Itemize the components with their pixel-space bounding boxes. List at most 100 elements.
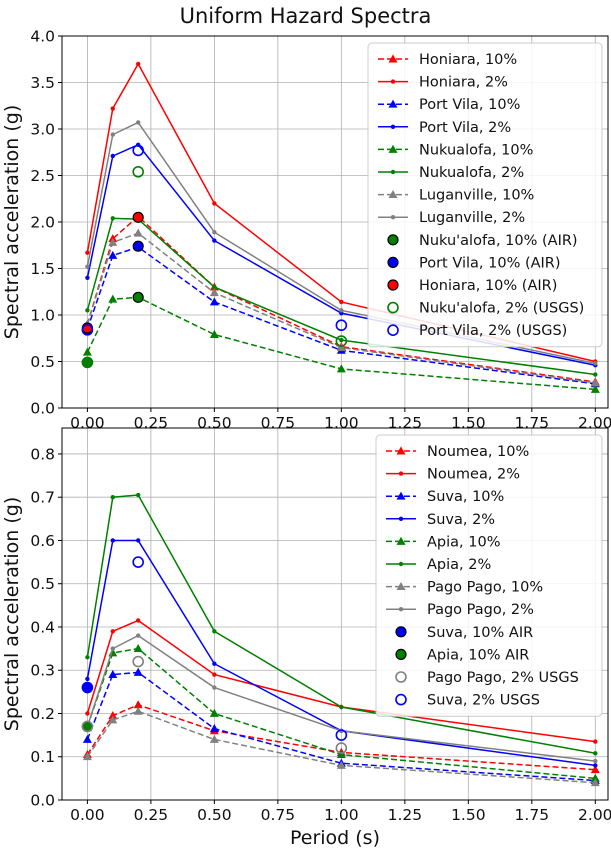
legend-label: Honiara, 2% [419,75,508,91]
series-point [85,250,90,255]
series-point [339,337,344,343]
x-tick-label: 0.75 [261,806,296,824]
legend-label: Nuku'alofa, 10% (AIR) [419,233,578,249]
series-point [108,715,118,724]
legend-key-marker [390,169,396,175]
series-point [336,760,346,769]
legend-key-marker [396,536,406,545]
series-line [86,634,596,762]
series-point [133,667,143,676]
y-tick-label: 1.5 [30,260,55,278]
series-point [590,384,600,393]
series-point [108,237,118,246]
series-line [86,232,596,384]
series-point [336,342,346,351]
series-point [593,739,598,744]
legend-key [395,693,407,706]
y-tick-label: 0.5 [30,353,55,371]
series-point [82,752,92,761]
y-tick-label: 2.0 [30,214,55,232]
series-point [339,299,344,305]
reference-point [132,211,144,223]
legend-label: Luganville, 2% [419,210,525,226]
x-tick-label: 0.50 [197,806,232,824]
axes-frame [61,35,609,409]
y-tick-label: 0.4 [30,618,55,636]
legend-key-marker [388,189,398,199]
reference-point [81,324,94,336]
series-point [209,708,219,717]
legend-key-marker [388,99,398,108]
series-point [133,706,143,715]
series-line [86,671,596,782]
series-line [86,710,596,784]
legend-label: Nukualofa, 2% [419,165,524,181]
legend-label: Apia, 10% AIR [427,647,529,663]
series-point [590,378,600,387]
series-point [110,132,115,137]
series-point [135,492,141,498]
series-point [135,538,141,543]
series-point [212,685,217,690]
legend: Honiara, 10% Honiara, 2% Port Vila, 10% Por… [367,42,603,348]
series-point [135,61,141,67]
legend-label: Port Vila, 2% (USGS) [419,323,567,339]
legend-label: Suva, 10% AIR [427,625,533,641]
legend-label: Honiara, 10% (AIR) [419,278,557,294]
y-tick-label: 0.7 [30,489,55,507]
series-point [110,106,115,111]
y-tick-label: 0.1 [30,748,55,766]
series-point [590,778,600,787]
series-point [593,763,598,768]
series-point [212,284,217,290]
series-line [86,647,596,780]
legend-key [387,234,399,246]
legend-label: Suva, 10% [427,489,504,505]
chart-panel-1: 0.00 0.25 0.50 0.75 1.00 1.25 1.50 1.75 2.000.00… [1,28,611,433]
y-axis-label: Spectral acceleration (g) [1,497,23,731]
reference-point [132,655,144,668]
legend-key [395,626,407,638]
series-point [212,661,217,666]
y-tick-label: 0.8 [30,445,55,463]
series-point [85,264,90,269]
series-point [209,297,219,306]
series-point [209,724,219,733]
series-line [86,246,596,385]
series-point [110,538,115,543]
legend-label: Port Vila, 10% [419,97,520,113]
series-point [82,734,92,743]
series-point [110,495,115,500]
series-point [209,734,219,743]
series-point [212,672,217,677]
series-point [336,364,346,373]
legend: Noumea, 10% Noumea, 2% Suva, 10% Suva, 2% Ap… [375,434,603,717]
reference-point [335,742,348,754]
legend-label: Nuku'alofa, 2% (USGS) [419,301,584,317]
legend-key-marker [388,54,398,63]
series-point [108,294,118,303]
series-line [86,704,596,771]
series-point [339,308,344,313]
series-point [212,629,217,634]
y-tick-label: 0.2 [30,705,55,723]
series-line [86,215,596,383]
y-tick-label: 4.0 [30,28,55,46]
y-tick-label: 3.0 [30,121,55,139]
series-point [212,201,217,206]
x-tick-label: 2.00 [578,414,611,432]
reference-point [81,720,94,733]
legend-key-marker [398,561,404,567]
legend-key [387,279,399,291]
y-tick-label: 0.6 [30,532,55,550]
series-point [593,751,598,756]
reference-point [132,291,144,303]
reference-point [81,681,94,694]
series-point [108,669,118,678]
x-tick-label: 1.25 [388,806,423,824]
series-point [85,676,90,682]
legend-label: Pago Pago, 2% USGS [427,670,579,686]
reference-point [132,556,144,568]
y-axis-label: Spectral acceleration (g) [1,105,23,339]
y-tick-label: 0.3 [30,662,55,680]
